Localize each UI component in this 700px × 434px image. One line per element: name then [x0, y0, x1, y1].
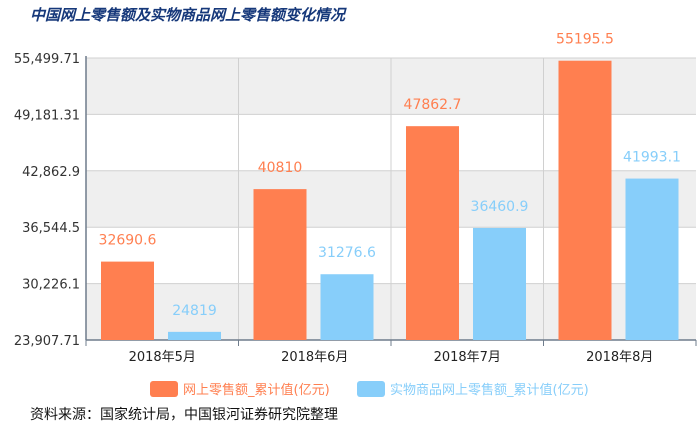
- x-tick-label: 2018年6月: [281, 350, 348, 365]
- x-tick-label: 2018年8月: [586, 350, 653, 365]
- chart-title: 中国网上零售额及实物商品网上零售额变化情况: [30, 6, 346, 24]
- bar-value-label: 32690.6: [99, 233, 157, 249]
- y-tick-label: 36,544.5: [22, 221, 80, 236]
- legend-label-series2: 实物商品网上零售额_累计值(亿元): [390, 382, 589, 398]
- bar-series2: [473, 227, 526, 340]
- bar-series1: [101, 261, 154, 340]
- bar-value-label: 24819: [172, 303, 217, 319]
- bar-value-label: 47862.7: [404, 97, 462, 113]
- y-tick-label: 23,907.71: [14, 334, 80, 349]
- legend-label-series1: 网上零售额_累计值(亿元): [183, 382, 330, 398]
- legend-swatch-series1: [150, 381, 178, 397]
- bar-value-label: 40810: [258, 160, 303, 176]
- bar-series2: [320, 274, 374, 340]
- y-tick-label: 55,499.71: [14, 52, 80, 67]
- bar-value-label: 55195.5: [556, 32, 614, 48]
- bar-series2: [625, 178, 679, 340]
- y-tick-label: 42,862.9: [22, 165, 80, 180]
- bar-series1: [406, 126, 459, 340]
- bar-value-label: 31276.6: [318, 245, 376, 261]
- bar-series1: [253, 189, 307, 340]
- source-note: 资料来源：国家统计局，中国银河证券研究院整理: [30, 407, 338, 423]
- y-tick-label: 49,181.31: [14, 108, 80, 123]
- legend-swatch-series2: [357, 381, 385, 397]
- bar-value-label: 36460.9: [471, 199, 529, 215]
- y-tick-label: 30,226.1: [22, 278, 80, 293]
- bar-value-label: 41993.1: [623, 150, 681, 166]
- bar-series1: [558, 60, 612, 340]
- bar-series2: [168, 331, 221, 340]
- x-tick-label: 2018年7月: [434, 350, 501, 365]
- x-tick-label: 2018年5月: [129, 350, 196, 365]
